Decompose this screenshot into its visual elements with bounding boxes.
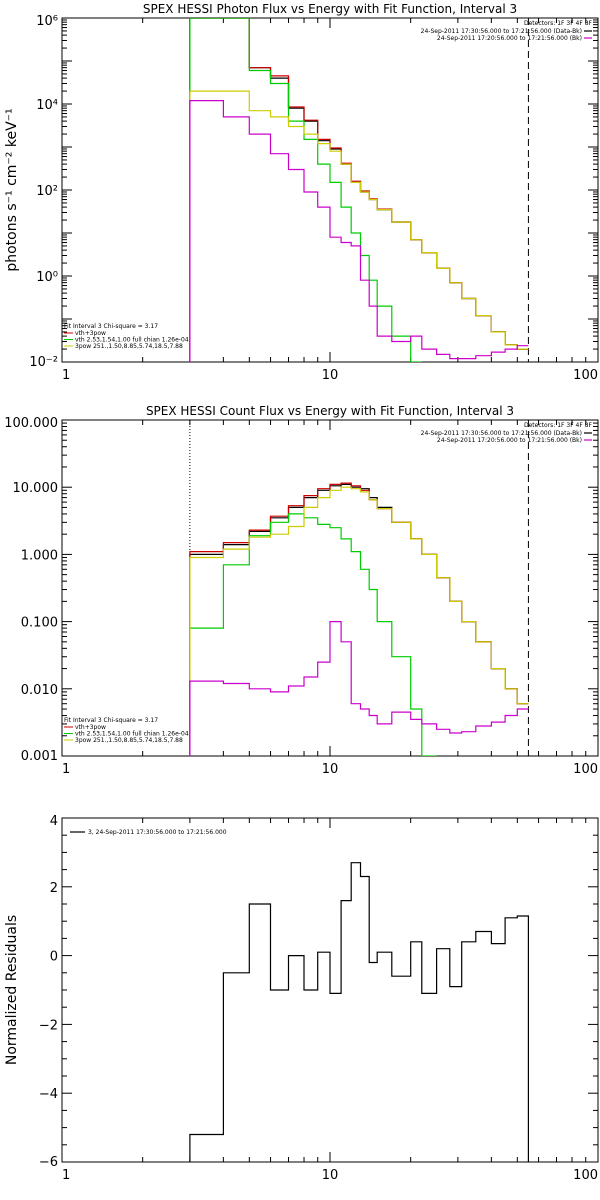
series-line-bk: [189, 621, 529, 756]
legend-header: Detectors: 1F 3F 4F 8F: [524, 422, 593, 429]
y-axis-label: photons s⁻¹ cm⁻² keV⁻¹: [4, 108, 20, 271]
y-tick-label: 10⁶: [36, 14, 58, 29]
series-line-data-bk: [189, 483, 529, 756]
chart-title: SPEX HESSI Count Flux vs Energy with Fit…: [146, 404, 514, 418]
series-line-vth-3pow: [189, 482, 529, 756]
legend-entry: 24-Sep-2011 17:20:56.000 to 17:21:56.000…: [437, 35, 582, 42]
x-tick-label: 10: [322, 762, 339, 777]
legend-entry: vth+3pow: [75, 724, 106, 731]
x-tick-label: 100: [573, 368, 598, 383]
series-line-3pow: [189, 90, 529, 362]
plot-frame: [61, 419, 599, 757]
y-tick-label: −6: [39, 1155, 58, 1170]
legend-entry: 24-Sep-2011 17:30:56.000 to 17:21:56.000…: [421, 430, 582, 437]
x-tick-label: 10: [322, 1168, 339, 1183]
series-line-vth: [189, 18, 422, 362]
series-line-data-bk: [189, 18, 529, 362]
y-tick-label: 10²: [36, 184, 58, 199]
y-tick-label: 10⁰: [36, 270, 58, 285]
series-line-vth-3pow: [189, 18, 529, 362]
y-tick-label: 0.001: [21, 749, 58, 764]
chart-panel-2: SPEX HESSI Count Flux vs Energy with Fit…: [4, 404, 599, 777]
y-tick-label: 2: [50, 881, 58, 896]
chart-title: SPEX HESSI Photon Flux vs Energy with Fi…: [143, 2, 517, 16]
legend-entry: 3pow 251.,1.50,8.85,5.74,18.5,7.88: [75, 737, 183, 744]
series-line-bk: [189, 100, 529, 362]
y-tick-label: 10⁻²: [29, 355, 58, 370]
legend-entry: 3pow 251.,1.50,8.85,5.74,18.5,7.88: [75, 343, 183, 350]
fit-legend-header: Fit Interval 3 Chi-square = 3.17: [64, 323, 158, 330]
x-tick-label: 1: [62, 368, 70, 383]
y-tick-label: 4: [50, 814, 58, 829]
series-line-residuals: [189, 862, 529, 1162]
legend-header: Detectors: 1F 3F 4F 8F: [524, 20, 593, 27]
x-tick-label: 1: [62, 1168, 70, 1183]
plot-frame: [61, 17, 599, 363]
legend-entry: vth+3pow: [75, 330, 106, 337]
fit-legend-header: Fit Interval 3 Chi-square = 3.17: [64, 717, 158, 724]
y-tick-label: 10⁴: [36, 98, 58, 113]
y-tick-label: 10.000: [13, 481, 59, 496]
chart-panel-1: SPEX HESSI Photon Flux vs Energy with Fi…: [4, 2, 599, 383]
y-tick-label: 0.100: [21, 616, 58, 631]
x-tick-label: 10: [322, 368, 339, 383]
x-tick-label: 100: [573, 1168, 598, 1183]
legend-entry: 3, 24-Sep-2011 17:30:56.000 to 17:21:56.…: [88, 829, 227, 836]
x-tick-label: 1: [62, 762, 70, 777]
y-tick-label: 1.000: [21, 548, 58, 563]
x-tick-label: 100: [573, 762, 598, 777]
series-line-3pow: [189, 486, 529, 756]
y-tick-label: 100.000: [4, 416, 58, 431]
y-axis-label: Normalized Residuals: [4, 915, 20, 1065]
legend-entry: vth 2.53,1.54,1.00 full chian 1.26e-04: [75, 337, 189, 344]
chart-panel-3: 1 10 100 −6 −4 −2 0 2 4 Normalized Residuals 3, 24…: [4, 814, 599, 1183]
y-tick-label: 0: [50, 950, 58, 965]
y-tick-label: 0.010: [21, 683, 58, 698]
legend-entry: vth 2.53,1.54,1.00 full chian 1.26e-04: [75, 731, 189, 738]
legend-entry: 24-Sep-2011 17:20:56.000 to 17:21:56.000…: [437, 437, 582, 444]
series-line-vth: [189, 513, 437, 756]
legend-entry: 24-Sep-2011 17:30:56.000 to 17:21:56.000…: [421, 28, 582, 35]
y-tick-label: −4: [39, 1087, 58, 1102]
y-tick-label: −2: [39, 1018, 58, 1033]
